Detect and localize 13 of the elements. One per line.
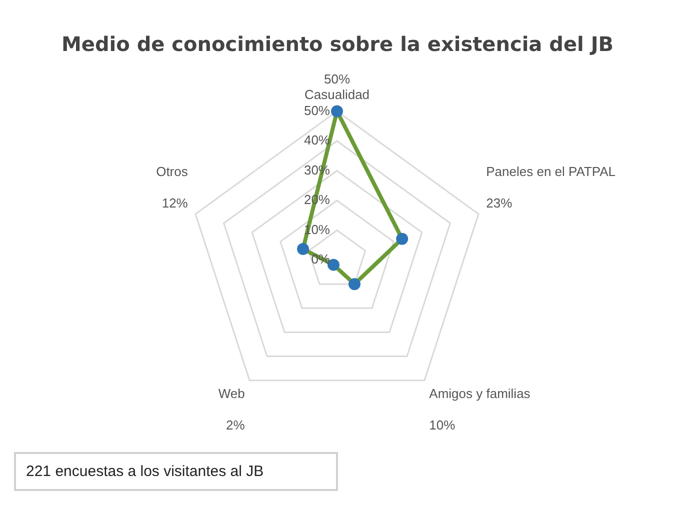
spoke-label: Web [218, 386, 245, 402]
spoke-label: Otros [156, 164, 188, 180]
spoke-label: Paneles en el PATPAL [486, 164, 616, 180]
text: 23% [486, 195, 512, 210]
text: 50% [324, 71, 350, 86]
text: 10% [429, 417, 456, 432]
text: 221 encuestas a los visitantes al JB [14, 452, 338, 491]
text: 2% [226, 417, 245, 432]
spoke-label: Casualidad [304, 86, 370, 102]
text: 12% [162, 195, 188, 210]
spoke-label: Amigos y familias [429, 386, 531, 402]
y-tick-label: 50% [304, 102, 330, 118]
chart-title: Medio de conocimiento sobre la existencia del JB [61, 32, 614, 56]
